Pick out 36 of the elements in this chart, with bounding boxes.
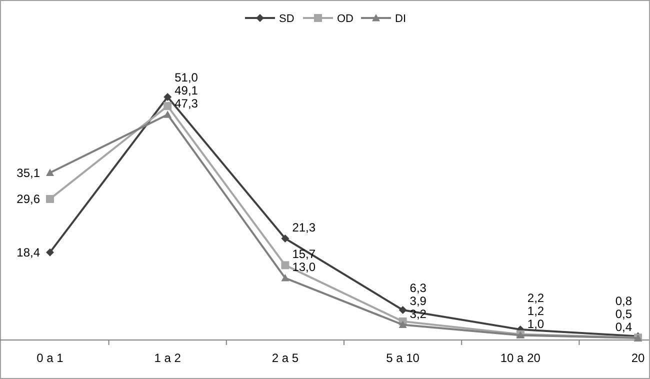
x-tick-label: 1 a 2 [154,351,182,365]
x-tick-label: 2 a 5 [272,351,299,365]
point [46,194,54,203]
data-label: 29,6 [16,192,40,206]
data-label: 47,3 [174,96,198,111]
data-label: 1,0 [527,317,544,332]
data-label: 0,4 [615,320,632,334]
x-tick-label: 10 a 20 [500,351,541,365]
data-label: 3,9 [410,294,427,308]
point [164,110,172,118]
data-label: 35,1 [16,166,40,180]
legend-label: DI [395,13,406,25]
x-tick-label: 5 a 10 [386,351,420,365]
data-label: 1,2 [527,304,544,318]
data-label: 2,2 [527,291,544,306]
x-tick-label: 20 [631,351,645,365]
legend-label: SD [279,13,294,25]
point [164,102,172,110]
point [46,168,54,176]
legend-label: OD [337,13,354,25]
data-label: 51,0 [174,70,198,85]
data-label: 21,3 [292,220,316,235]
point [281,261,290,270]
point [281,234,290,243]
point [398,320,407,328]
data-label: 0,5 [615,307,632,322]
point [281,274,290,282]
point [46,248,54,256]
data-label: 6,3 [410,280,427,295]
point [164,93,172,101]
point [398,306,407,314]
data-label: 13,0 [292,260,316,274]
data-label: 0,8 [615,294,632,308]
data-label: 49,1 [174,84,198,98]
data-label: 18,4 [16,245,40,260]
x-tick-label: 0 a 1 [36,351,64,365]
